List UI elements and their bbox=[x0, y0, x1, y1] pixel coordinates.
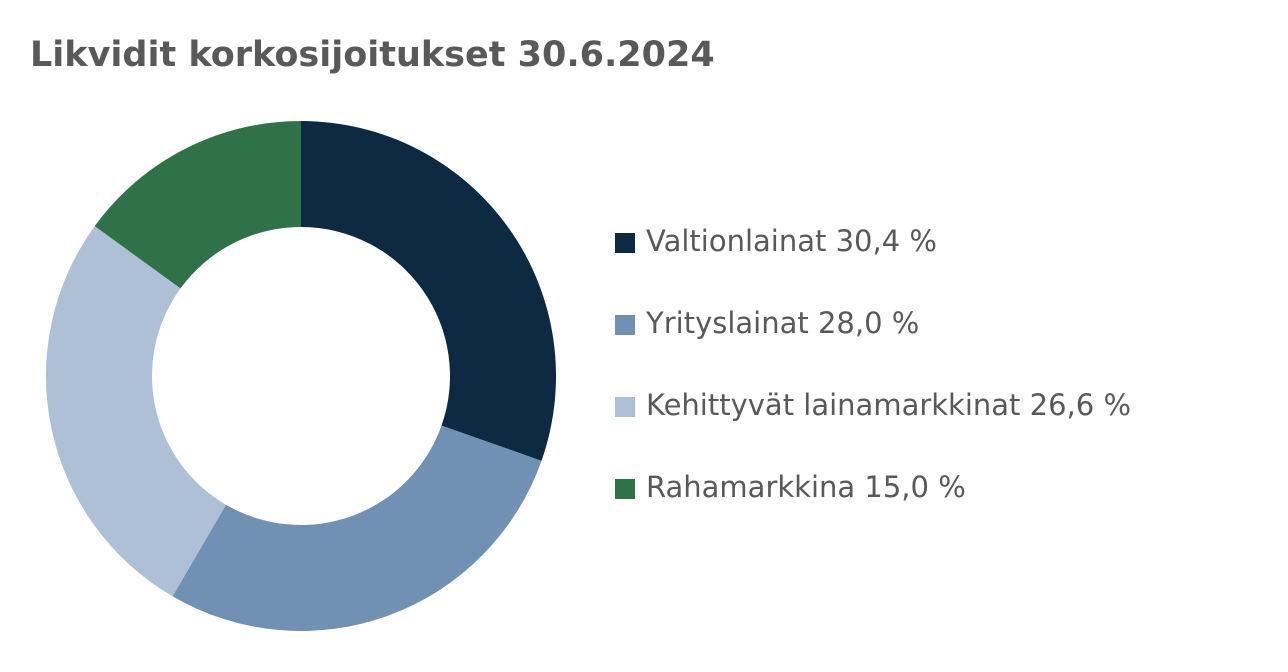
donut-slice bbox=[94, 120, 301, 289]
legend-value: 30,4 % bbox=[836, 224, 937, 258]
legend-name: Kehittyvät lainamarkkinat bbox=[646, 388, 1020, 422]
donut-slice bbox=[172, 425, 542, 631]
legend-label: Valtionlainat 30,4 % bbox=[646, 224, 937, 258]
legend-swatch bbox=[615, 397, 635, 417]
donut-slice bbox=[301, 121, 556, 461]
legend-label: Kehittyvät lainamarkkinat 26,6 % bbox=[646, 388, 1131, 422]
legend-value: 15,0 % bbox=[864, 470, 965, 504]
chart-title: Likvidit korkosijoitukset 30.6.2024 bbox=[30, 35, 715, 75]
legend-value: 28,0 % bbox=[818, 306, 919, 340]
legend-name: Valtionlainat bbox=[646, 224, 826, 258]
legend-label: Yrityslainat 28,0 % bbox=[645, 306, 919, 340]
legend-name: Rahamarkkina bbox=[646, 470, 855, 504]
legend-label: Rahamarkkina 15,0 % bbox=[646, 470, 966, 504]
legend-name: Yrityslainat bbox=[645, 306, 809, 340]
donut-slice bbox=[45, 226, 226, 597]
legend-swatch bbox=[615, 233, 635, 253]
legend-value: 26,6 % bbox=[1030, 388, 1131, 422]
legend-swatch bbox=[615, 315, 635, 335]
legend-swatch bbox=[615, 479, 635, 499]
